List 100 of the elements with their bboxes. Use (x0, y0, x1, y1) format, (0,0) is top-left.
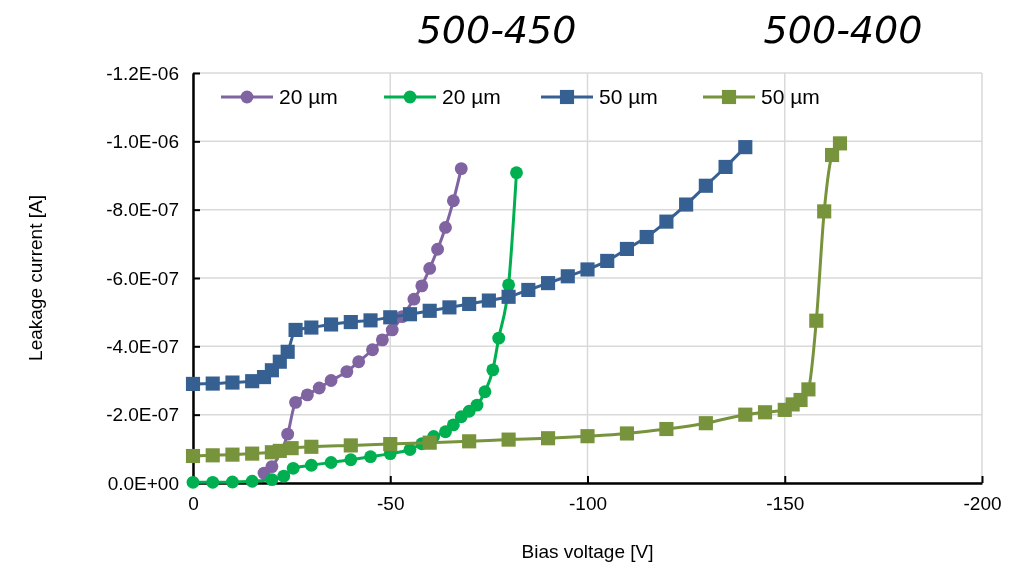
point (245, 446, 260, 461)
point (793, 392, 808, 408)
point (385, 323, 399, 337)
point (501, 432, 516, 447)
point (442, 300, 457, 315)
point (502, 278, 516, 292)
point (462, 296, 477, 312)
legend-label: 50 µm (599, 85, 658, 108)
point (492, 331, 506, 345)
y-tick-label: -1.0E-06 (106, 130, 179, 152)
point (364, 450, 377, 464)
x-axis-title: Bias voltage [V] (521, 541, 654, 562)
point (324, 374, 338, 387)
point (366, 343, 379, 357)
legend-label: 20 µm (442, 85, 501, 108)
point (415, 279, 429, 293)
point (375, 333, 389, 347)
point (825, 147, 840, 163)
point (560, 269, 575, 284)
point (481, 293, 496, 308)
point (304, 320, 319, 335)
point (312, 381, 326, 395)
x-tick-label: -100 (568, 493, 608, 515)
point (343, 438, 358, 453)
point (659, 214, 674, 229)
point (185, 448, 201, 464)
point (580, 429, 595, 444)
point (486, 363, 500, 377)
point (832, 136, 848, 151)
point (470, 398, 484, 412)
point (446, 418, 460, 432)
point (659, 421, 674, 437)
x-tick-label: -200 (963, 493, 1002, 515)
point (521, 282, 536, 298)
point (324, 456, 338, 469)
point (288, 322, 303, 337)
point (185, 376, 201, 391)
point (300, 388, 314, 402)
point (277, 469, 291, 483)
point (540, 276, 556, 291)
text: 500-450 (417, 8, 577, 52)
point (698, 416, 713, 431)
point (402, 307, 418, 322)
point (738, 140, 753, 155)
point (422, 303, 437, 318)
point (304, 458, 318, 472)
point (205, 448, 220, 463)
point (265, 473, 279, 486)
point (580, 262, 595, 277)
point (206, 475, 220, 489)
point (363, 313, 378, 328)
point (324, 317, 339, 332)
point (226, 475, 239, 489)
point (600, 253, 615, 268)
point (757, 405, 773, 420)
point (284, 441, 299, 456)
text: 500-400 (763, 8, 923, 52)
point (718, 159, 733, 175)
point (501, 289, 516, 304)
x-tick-label: 0 (188, 493, 199, 515)
point (809, 313, 824, 328)
point (383, 436, 398, 452)
point (281, 427, 295, 441)
y-tick-label: -6.0E-07 (106, 267, 179, 289)
point (340, 365, 354, 379)
y-tick-label: -8.0E-07 (106, 199, 179, 221)
point (245, 474, 259, 488)
point (383, 310, 398, 325)
point (698, 178, 713, 193)
point (439, 221, 452, 234)
point (225, 375, 240, 390)
point (619, 426, 635, 441)
point (478, 385, 492, 399)
point (286, 461, 300, 475)
y-tick-label: 0.0E+00 (107, 472, 179, 494)
point (205, 376, 220, 391)
y-tick-label: -4.0E-07 (106, 335, 179, 357)
point (619, 241, 635, 257)
point (407, 292, 421, 306)
x-tick-label: -150 (766, 493, 805, 515)
point (431, 242, 445, 256)
point (817, 204, 832, 219)
point (289, 395, 302, 409)
point (639, 229, 654, 245)
legend-label: 20 µm (279, 85, 338, 108)
point (280, 344, 295, 359)
point (352, 355, 366, 369)
point (454, 162, 468, 176)
point (423, 262, 437, 275)
point (422, 435, 437, 450)
point (344, 453, 358, 467)
y-axis-title: Leakage current [A] (25, 195, 46, 361)
point (265, 460, 279, 474)
x-tick-label: -50 (377, 493, 405, 515)
point (540, 431, 556, 446)
point (225, 447, 240, 462)
y-tick-label: -2.0E-07 (106, 404, 179, 426)
legend-label: 50 µm (761, 85, 820, 108)
point (801, 382, 816, 397)
point (304, 439, 319, 454)
